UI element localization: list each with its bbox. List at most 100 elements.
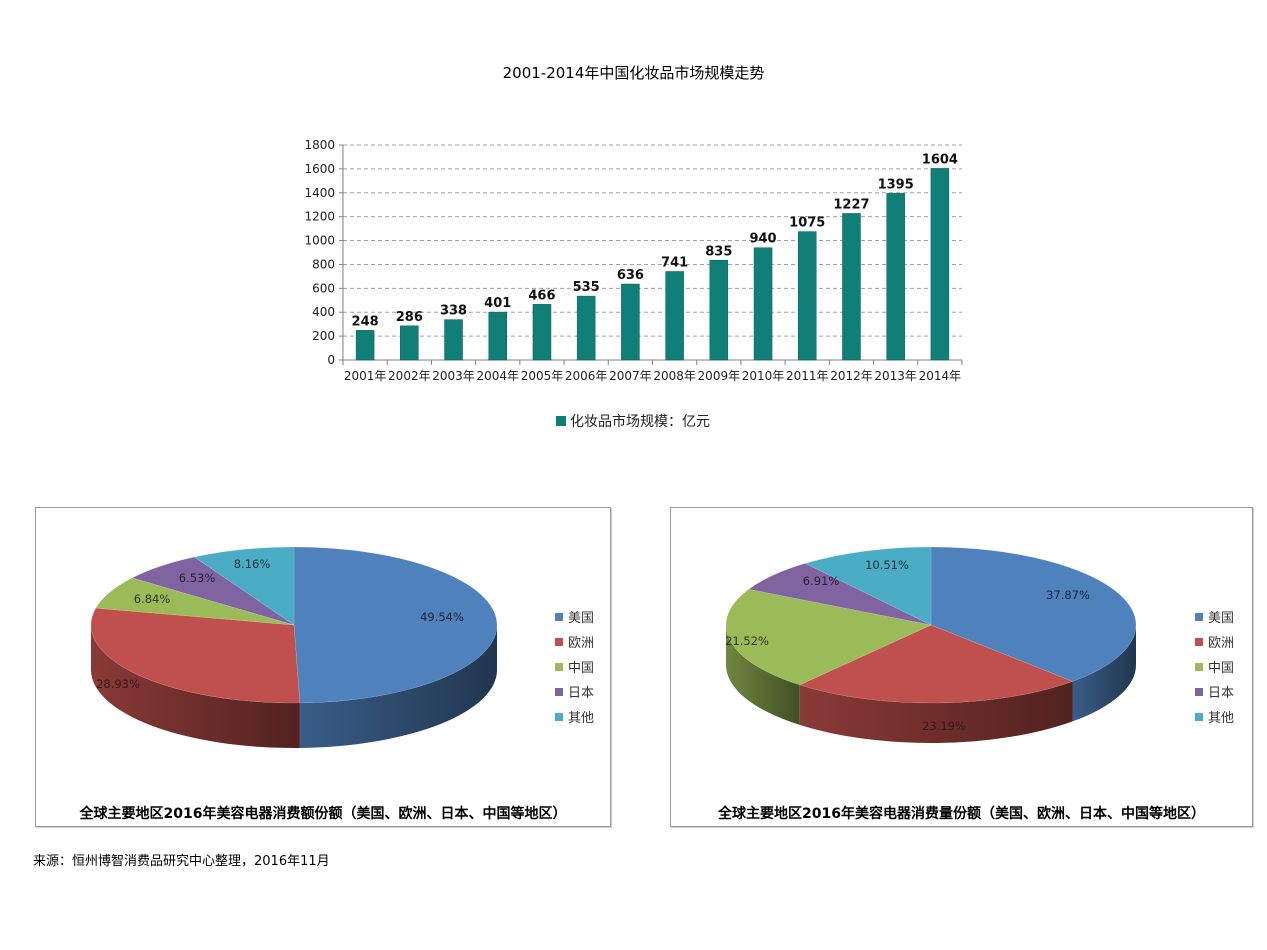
legend-label: 日本 (1208, 686, 1235, 701)
pie-legend-volume-share: 美国欧洲中国日本其他 (1195, 604, 1234, 729)
pie-side-中国 (726, 625, 800, 725)
bar (798, 231, 817, 361)
pie-side-美国 (299, 625, 497, 748)
y-tick-label: 400 (312, 305, 335, 319)
pie-caption-value-share: 全球主要地区2016年美容电器消费额份额（美国、欧洲、日本、中国等地区） (79, 806, 567, 822)
pie-side-欧洲 (799, 681, 1073, 743)
y-tick-label: 1200 (304, 210, 335, 224)
bar-value-label: 248 (352, 314, 379, 329)
bar-value-label: 1395 (878, 177, 914, 192)
x-tick-label: 2006年 (565, 369, 608, 383)
x-tick-label: 2011年 (786, 369, 829, 383)
bar-chart-title: 2001-2014年中国化妆品市场规模走势 (502, 64, 765, 82)
bar-value-label: 636 (617, 268, 644, 283)
legend-item-美国: 美国 (555, 604, 594, 629)
y-tick-label: 1000 (304, 234, 335, 248)
x-tick-label: 2010年 (742, 369, 785, 383)
bar-value-label: 835 (705, 244, 732, 259)
pie-slice-日本 (131, 556, 295, 626)
legend-swatch-icon (555, 712, 563, 721)
x-tick-label: 2002年 (388, 369, 431, 383)
pie-data-label: 28.93% (96, 677, 140, 691)
legend-item-日本: 日本 (555, 679, 594, 704)
legend-swatch-teal (556, 416, 566, 426)
legend-swatch-icon (1195, 662, 1203, 671)
y-tick-label: 800 (312, 257, 335, 271)
y-tick-label: 600 (312, 281, 335, 295)
y-tick-label: 1800 (304, 138, 335, 152)
legend-item-欧洲: 欧洲 (555, 629, 594, 654)
x-tick-label: 2001年 (344, 369, 387, 383)
bar-value-label: 466 (528, 288, 555, 303)
legend-item-美国: 美国 (1195, 604, 1234, 629)
pie-chart-volume-share-graphic: 37.87% 23.19% 21.52% 6.91% 10.51% (725, 546, 1137, 743)
pie-data-label: 6.84% (134, 592, 171, 606)
pie-caption-volume-share: 全球主要地区2016年美容电器消费量份额（美国、欧洲、日本、中国等地区） (718, 806, 1205, 822)
pie-data-label: 6.91% (803, 574, 840, 588)
bar (753, 247, 773, 361)
bar-chart-legend: 化妆品市场规模：亿元 (556, 411, 710, 431)
legend-item-日本: 日本 (1195, 679, 1234, 704)
pie-slice-其他 (193, 546, 295, 626)
pie-data-label: 8.16% (234, 557, 271, 571)
legend-swatch-icon (1195, 612, 1203, 621)
legend-item-中国: 中国 (555, 654, 594, 679)
bar (621, 283, 640, 361)
bar (532, 304, 552, 361)
bar-value-label: 741 (661, 255, 688, 270)
bar-value-label: 1227 (833, 197, 869, 212)
pie-slice-美国 (293, 546, 498, 704)
bar-legend-label: 化妆品市场规模：亿元 (570, 414, 710, 430)
bar (400, 325, 419, 361)
legend-swatch-icon (555, 687, 563, 696)
pie-data-label: 10.51% (865, 558, 909, 572)
legend-item-其他: 其他 (1195, 704, 1234, 729)
legend-label: 中国 (1208, 661, 1235, 676)
bar (444, 319, 463, 361)
bar-value-label: 535 (573, 280, 600, 295)
x-tick-label: 2012年 (830, 369, 873, 383)
x-tick-label: 2014年 (919, 369, 962, 383)
pie-slice-中国 (95, 577, 295, 626)
x-tick-label: 2013年 (874, 369, 917, 383)
pie-slice-中国 (725, 588, 932, 686)
y-tick-label: 200 (312, 329, 335, 343)
bar (886, 193, 905, 361)
legend-label: 美国 (568, 611, 595, 626)
legend-label: 其他 (1208, 711, 1235, 726)
x-tick-label: 2007年 (609, 369, 652, 383)
x-tick-label: 2005年 (521, 369, 564, 383)
bar (576, 295, 596, 361)
pie-side-欧洲 (91, 625, 300, 748)
pie-slice-欧洲 (90, 607, 301, 704)
bar (665, 271, 684, 361)
legend-swatch-icon (555, 637, 563, 646)
pie-chart-volume-share: 37.87% 23.19% 21.52% 6.91% 10.51% 美国 欧洲 中国 日本 其他… (670, 507, 1253, 827)
legend-label: 中国 (568, 661, 595, 676)
source-note: 来源：恒州博智消费品研究中心整理，2016年11月 (33, 854, 330, 869)
pie-chart-value-share-graphic: 49.54% 28.93% 6.84% 6.53% 8.16% (90, 546, 498, 748)
legend-label: 欧洲 (1208, 636, 1235, 651)
legend-label: 美国 (1208, 611, 1235, 626)
bar-value-label: 1604 (922, 152, 958, 167)
y-tick-label: 0 (327, 353, 335, 367)
bar-value-label: 940 (749, 232, 776, 247)
legend-item-其他: 其他 (555, 704, 594, 729)
legend-item-中国: 中国 (1195, 654, 1234, 679)
bar-value-label: 401 (484, 296, 511, 311)
bar-value-label: 338 (440, 304, 467, 319)
bar-value-label: 1075 (789, 216, 825, 231)
y-tick-label: 1400 (304, 186, 335, 200)
x-tick-label: 2004年 (476, 369, 519, 383)
x-tick-label: 2009年 (698, 369, 741, 383)
legend-swatch-icon (555, 612, 563, 621)
bar (930, 168, 950, 361)
y-tick-label: 1600 (304, 162, 335, 176)
legend-swatch-icon (1195, 712, 1203, 721)
legend-item-欧洲: 欧洲 (1195, 629, 1234, 654)
pie-side-美国 (1072, 625, 1136, 722)
pie-chart-value-share: 49.54% 28.93% 6.84% 6.53% 8.16% 美国 欧洲 中国 日本 其他 全… (35, 507, 611, 827)
pie-legend-value-share: 美国欧洲中国日本其他 (555, 604, 594, 729)
bar-value-label: 286 (396, 310, 423, 325)
legend-label: 其他 (568, 711, 595, 726)
